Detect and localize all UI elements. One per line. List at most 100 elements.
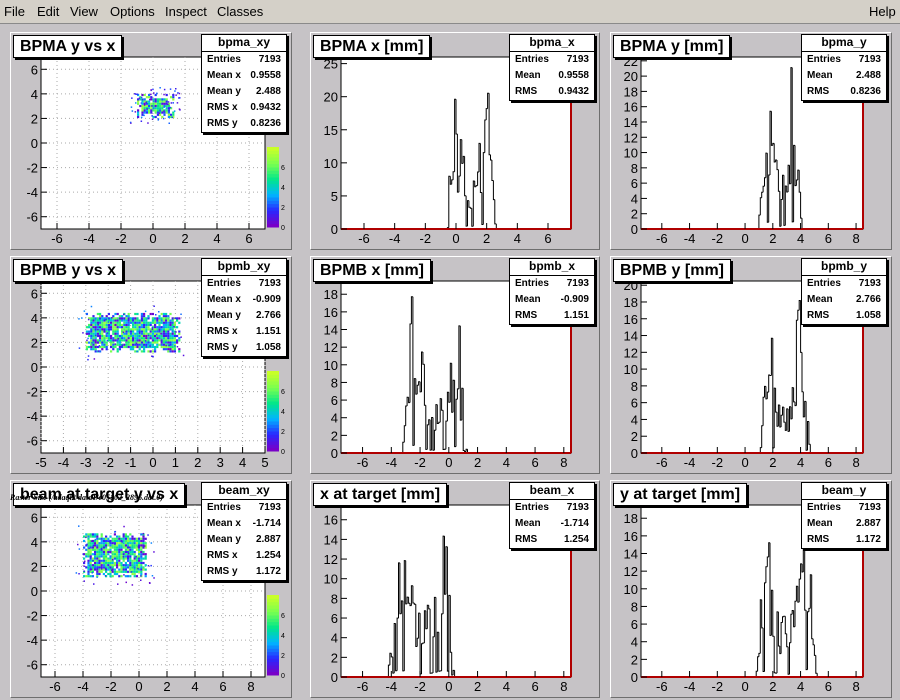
menu-help[interactable]: Help — [869, 4, 896, 19]
heatmap-cell — [102, 566, 105, 569]
menu-file[interactable]: File — [4, 4, 25, 19]
heatmap-cell — [99, 334, 102, 338]
heatmap-cell — [141, 113, 144, 116]
heatmap-cell — [91, 568, 94, 571]
heatmap-cell — [133, 544, 136, 547]
heatmap-cell — [149, 98, 151, 101]
heatmap-cell — [102, 555, 105, 558]
palette-segment — [267, 394, 279, 399]
heatmap-cell — [158, 311, 160, 313]
stats-row: RMS y 0.8236 — [202, 116, 286, 132]
heatmap-cell — [111, 561, 114, 565]
heatmap-cell — [173, 348, 176, 351]
y-tick-label: 2 — [331, 650, 338, 665]
heatmap-cell — [98, 537, 101, 540]
heatmap-cell — [89, 557, 92, 560]
heatmap-cell — [91, 570, 94, 573]
heatmap-cell — [138, 339, 141, 342]
heatmap-cell — [83, 580, 85, 582]
stats-value: 0.9558 — [250, 70, 281, 81]
heatmap-cell — [85, 555, 88, 558]
heatmap-cell — [140, 557, 143, 560]
menu-classes[interactable]: Classes — [217, 4, 264, 19]
y-tick-label: -2 — [26, 609, 38, 624]
heatmap-cell — [118, 319, 121, 322]
palette-segment — [267, 427, 279, 432]
heatmap-cell — [96, 559, 99, 562]
heatmap-cell — [131, 570, 134, 573]
heatmap-cell — [145, 101, 147, 103]
heatmap-cell — [105, 321, 108, 324]
x-tick-label: 0 — [741, 231, 748, 246]
root-canvas[interactable]: 0 2 4 6 -6 -4 -2 0 2 4 6 -6 -4 -2 0 2 4 6 BPMA y vs x bpma_… — [0, 26, 900, 700]
pad-bpma-xy[interactable]: 0 2 4 6 -6 -4 -2 0 2 4 6 -6 -4 -2 0 2 4 6 BPMA y vs x bpma_… — [10, 32, 292, 250]
heatmap-cell — [178, 337, 181, 340]
stats-value: 7193 — [258, 278, 281, 289]
menu-inspect[interactable]: Inspect — [165, 4, 207, 19]
palette-segment — [267, 417, 279, 422]
heatmap-cell — [105, 337, 108, 340]
heatmap-cell — [109, 561, 112, 565]
heatmap-cell — [112, 341, 115, 344]
pad-beam-x[interactable]: -6 -4 -2 0 2 4 6 8 0 2 4 6 8 10 12 14 16 x at target [mm]… — [310, 480, 600, 698]
y-tick-label: 6 — [31, 286, 38, 301]
heatmap-cell — [124, 564, 127, 567]
x-tick-label: -6 — [49, 679, 61, 694]
heatmap-cell — [112, 328, 115, 331]
heatmap-cell — [110, 328, 113, 331]
pad-bpma-y[interactable]: -6 -4 -2 0 2 4 6 8 0 2 4 6 8 10 12 14 16 18 20 22 BPMA y [mm… — [610, 32, 892, 250]
y-tick-label: 8 — [631, 379, 638, 394]
pad-bpma-x[interactable]: -6 -4 -2 0 2 4 6 0 5 10 15 20 25 BPMA x [mm] bpma_x Ent… — [310, 32, 600, 250]
heatmap-cell — [89, 535, 92, 538]
heatmap-cell — [122, 544, 125, 547]
pad-beam-xy[interactable]: 0 2 4 6 -6 -4 -2 0 2 4 6 8 -6 -4 -2 0 2 4 6 beam at target … — [10, 480, 292, 698]
pad-beam-y[interactable]: -6 -4 -2 0 2 4 6 8 0 2 4 6 8 10 12 14 16 18 y at target [m… — [610, 480, 892, 698]
heatmap-cell — [154, 115, 157, 119]
heatmap-cell — [83, 561, 86, 565]
heatmap-cell — [118, 570, 121, 573]
stats-value: 1.172 — [255, 566, 281, 577]
heatmap-cell — [116, 321, 119, 324]
heatmap-cell — [162, 315, 165, 318]
x-tick-label: 0 — [741, 679, 748, 694]
x-tick-label: -4 — [386, 455, 398, 470]
heatmap-cell — [125, 321, 128, 324]
heatmap-cell — [134, 319, 137, 322]
menu-view[interactable]: View — [70, 4, 98, 19]
menu-edit[interactable]: Edit — [37, 4, 60, 19]
heatmap-cell — [145, 319, 148, 322]
stats-key: Mean — [515, 294, 541, 305]
heatmap-cell — [103, 328, 106, 331]
heatmap-cell — [140, 572, 143, 576]
menu-options[interactable]: Options — [110, 4, 155, 19]
heatmap-cell — [91, 548, 94, 551]
x-tick-label: -2 — [414, 455, 426, 470]
heatmap-cell — [143, 312, 146, 316]
stats-key: Entries — [207, 502, 241, 513]
heatmap-cell — [136, 321, 139, 324]
palette-segment — [267, 621, 279, 626]
palette-segment — [267, 437, 279, 442]
heatmap-cell — [107, 550, 110, 554]
heatmap-cell — [165, 107, 168, 110]
palette-segment — [267, 220, 279, 225]
heatmap-cell — [114, 326, 117, 329]
pad-bpmb-x[interactable]: -6 -4 -2 0 2 4 6 8 0 2 4 6 8 10 12 14 16 18 BPMB x [mm] bpm… — [310, 256, 600, 474]
y-tick-label: 0 — [31, 360, 38, 375]
heatmap-cell — [107, 337, 110, 340]
heatmap-cell — [120, 561, 123, 565]
heatmap-cell — [127, 330, 130, 333]
heatmap-cell — [140, 330, 143, 333]
x-tick-label: 6 — [245, 231, 252, 246]
heatmap-cell — [162, 326, 165, 329]
heatmap-cell — [89, 564, 92, 567]
heatmap-cell — [138, 97, 141, 99]
pad-bpmb-xy[interactable]: 0 2 4 6 -5 -4 -3 -2 -1 0 1 2 3 4 5 -6 -4 -2 0 2 4 6 BPMB y vs … — [10, 256, 292, 474]
heatmap-cell — [165, 98, 168, 101]
heatmap-cell — [103, 341, 106, 344]
heatmap-cell — [129, 345, 132, 349]
pad-bpmb-y[interactable]: -6 -4 -2 0 2 4 6 8 0 2 4 6 8 10 12 14 16 18 20 BPMB y [mm] b… — [610, 256, 892, 474]
heatmap-cell — [167, 326, 170, 329]
